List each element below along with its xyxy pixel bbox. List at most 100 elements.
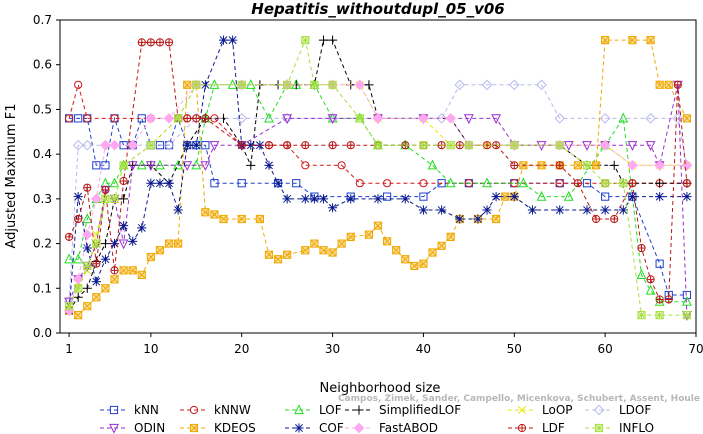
data-point — [301, 161, 310, 170]
data-point — [645, 141, 656, 151]
data-point — [283, 250, 292, 259]
data-point — [173, 205, 183, 215]
data-point — [527, 205, 538, 215]
legend-entry-cof: COF — [285, 421, 344, 434]
series-knnw — [64, 80, 692, 188]
data-point — [594, 423, 604, 433]
data-point — [627, 160, 638, 171]
data-point — [228, 35, 238, 45]
data-point — [101, 185, 110, 195]
data-point — [127, 139, 138, 151]
y-tick-label: 0.6 — [33, 58, 52, 72]
data-point — [655, 80, 664, 89]
data-point — [464, 141, 473, 150]
data-point — [109, 423, 119, 434]
legend-label: kNN — [134, 403, 159, 417]
data-point — [327, 203, 338, 213]
y-tick-label: 0.3 — [33, 192, 52, 206]
data-point — [155, 178, 165, 188]
data-point — [237, 214, 246, 224]
data-point — [109, 238, 120, 249]
data-point — [627, 141, 638, 151]
data-point — [201, 208, 210, 217]
data-point — [600, 205, 610, 215]
y-tick-label: 0.2 — [33, 237, 52, 251]
data-point — [646, 275, 655, 284]
legend-label: SimplifiedLOF — [379, 403, 461, 417]
data-point — [346, 141, 355, 150]
data-point — [219, 214, 228, 224]
data-point — [655, 295, 664, 304]
data-point — [237, 179, 246, 188]
data-point — [64, 232, 74, 241]
data-point — [146, 252, 155, 262]
data-point — [273, 255, 283, 264]
data-point — [328, 248, 337, 257]
data-point — [300, 194, 310, 204]
legend-label: COF — [319, 421, 344, 434]
series-line — [68, 39, 687, 311]
data-point — [454, 79, 466, 91]
data-point — [127, 161, 138, 172]
data-point — [164, 141, 174, 150]
data-point — [346, 232, 355, 241]
data-point — [164, 178, 174, 188]
data-point — [189, 423, 199, 433]
data-point — [537, 161, 546, 170]
data-point — [255, 214, 264, 224]
data-point — [481, 79, 493, 91]
data-point — [582, 161, 592, 170]
data-point — [318, 194, 329, 204]
data-point — [536, 141, 547, 151]
data-point — [100, 238, 111, 249]
data-point — [72, 139, 84, 151]
data-point — [518, 406, 526, 414]
data-point — [273, 178, 283, 188]
x-tick-label: 60 — [598, 342, 613, 356]
data-point — [110, 275, 119, 284]
data-point — [436, 113, 447, 124]
legend-label: LDF — [542, 421, 565, 434]
x-tick-label: 70 — [688, 342, 703, 356]
data-point — [654, 160, 665, 171]
data-point — [73, 192, 83, 202]
data-point — [591, 161, 601, 170]
data-point — [210, 179, 219, 188]
data-point — [201, 141, 210, 150]
series-line — [68, 82, 687, 184]
data-point — [555, 179, 564, 188]
data-point — [73, 253, 84, 264]
data-point — [82, 243, 92, 253]
data-point — [74, 114, 83, 123]
legend-label: INFLO — [619, 421, 654, 434]
legend-entry-ldf: LDF — [508, 421, 565, 434]
data-point — [353, 422, 365, 434]
legend-label: kNNW — [214, 403, 251, 417]
legend-entry-ldof: LDOF — [585, 403, 651, 417]
data-point — [100, 139, 111, 151]
y-axis-label: Adjusted Maximum F1 — [4, 104, 19, 249]
data-point — [536, 190, 547, 201]
data-point — [91, 193, 102, 205]
data-point — [364, 80, 374, 90]
data-point — [673, 80, 682, 89]
data-point — [292, 179, 301, 188]
series-line — [68, 39, 688, 316]
data-point — [155, 38, 165, 47]
data-point — [382, 192, 392, 201]
legend-entry-odin: ODIN — [100, 421, 165, 434]
data-point — [283, 80, 292, 89]
data-point — [146, 178, 156, 188]
data-point — [491, 114, 502, 125]
data-point — [437, 179, 446, 188]
data-point — [64, 114, 74, 123]
data-point — [189, 405, 199, 415]
legend: kNN kNNW LOF SimplifiedLOF LoOP LDOF ODIN KDEOS… — [100, 403, 654, 434]
x-axis: 1 10 20 30 40 50 60 70 — [65, 333, 703, 356]
y-tick-label: 0.1 — [33, 281, 52, 295]
data-point — [210, 210, 219, 219]
data-point — [128, 236, 138, 246]
data-point — [599, 139, 611, 151]
data-point — [301, 246, 310, 255]
